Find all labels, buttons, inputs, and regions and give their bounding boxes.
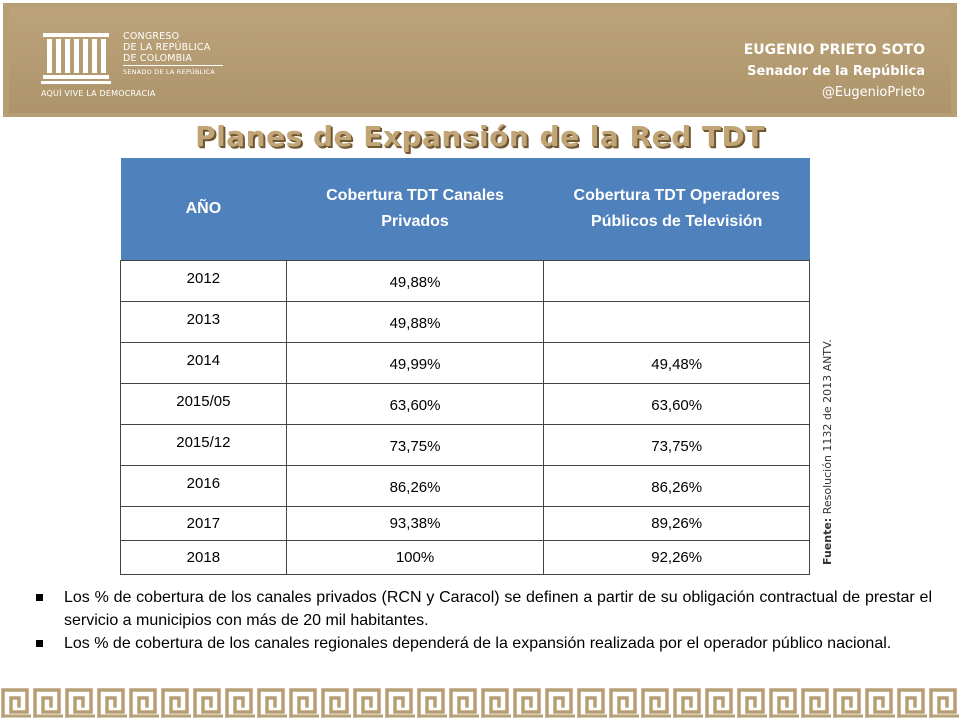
logo-line-2: DE LA REPÚBLICA: [123, 42, 211, 53]
cell-private: 100%: [285, 539, 545, 575]
page-title: Planes de Expansión de la Red TDT: [195, 120, 765, 153]
cell-private: 49,88%: [285, 259, 545, 302]
list-item: Los % de cobertura de los canales privad…: [36, 586, 932, 632]
table-row: 2012 49,88%: [120, 259, 810, 302]
cell-year: 2014: [120, 341, 287, 384]
square-bullet-icon: [36, 640, 43, 647]
header-banner: CONGRESO DE LA REPÚBLICA DE COLOMBIA SEN…: [0, 0, 960, 120]
cell-public: 89,26%: [543, 505, 810, 541]
cell-private: 63,60%: [285, 382, 545, 425]
cell-year: 2015/12: [120, 423, 287, 466]
notes-list: Los % de cobertura de los canales privad…: [36, 586, 932, 655]
cell-year: 2012: [120, 259, 287, 302]
cell-year: 2016: [120, 464, 287, 507]
source-text: Resolución 1132 de 2013 ANTV.: [821, 339, 834, 518]
list-item: Los % de cobertura de los canales region…: [36, 632, 932, 655]
cell-year: 2013: [120, 300, 287, 343]
senator-handle: @EugenioPrieto: [821, 85, 925, 100]
table-row: 2018 100% 92,26%: [120, 539, 810, 575]
senator-name: EUGENIO PRIETO SOTO: [743, 42, 925, 58]
logo-motto: AQUÍ VIVE LA DEMOCRACIA: [41, 89, 156, 98]
logo-divider: [123, 65, 223, 66]
header-public: Cobertura TDT Operadores Públicos de Tel…: [543, 158, 810, 260]
table-row: 2015/12 73,75% 73,75%: [120, 423, 810, 466]
source-label: Fuente:: [821, 517, 834, 565]
cell-private: 49,99%: [285, 341, 545, 384]
cell-private: 86,26%: [285, 464, 545, 507]
logo-line-3: DE COLOMBIA: [123, 53, 193, 64]
congress-logo: CONGRESO DE LA REPÚBLICA DE COLOMBIA SEN…: [41, 29, 231, 105]
cell-public: 49,48%: [543, 341, 810, 384]
greek-key-border-icon: [0, 686, 960, 720]
note-text: Los % de cobertura de los canales region…: [64, 635, 892, 652]
cell-year: 2017: [120, 505, 287, 541]
cell-private: 49,88%: [285, 300, 545, 343]
cell-public: 63,60%: [543, 382, 810, 425]
cell-public: [543, 259, 810, 302]
capitol-building-icon: [41, 33, 111, 84]
note-text: Los % de cobertura de los canales privad…: [64, 589, 932, 629]
table-header-row: AÑO Cobertura TDT Canales Privados Cober…: [120, 158, 810, 260]
cell-year: 2018: [120, 539, 287, 575]
cell-public: 73,75%: [543, 423, 810, 466]
table-row: 2013 49,88%: [120, 300, 810, 343]
table-row: 2014 49,99% 49,48%: [120, 341, 810, 384]
senator-block: EUGENIO PRIETO SOTO Senador de la Repúbl…: [744, 39, 925, 103]
square-bullet-icon: [36, 594, 43, 601]
header-private: Cobertura TDT Canales Privados: [286, 158, 544, 260]
header-panel: CONGRESO DE LA REPÚBLICA DE COLOMBIA SEN…: [9, 7, 951, 113]
table-row: 2016 86,26% 86,26%: [120, 464, 810, 507]
cell-public: [543, 300, 810, 343]
cell-public: 92,26%: [543, 539, 810, 575]
header-year: AÑO: [120, 158, 287, 260]
source-note: Fuente: Resolución 1132 de 2013 ANTV.: [821, 285, 837, 565]
coverage-table: AÑO Cobertura TDT Canales Privados Cober…: [120, 158, 810, 575]
cell-private: 93,38%: [285, 505, 545, 541]
logo-text: CONGRESO DE LA REPÚBLICA DE COLOMBIA SEN…: [123, 31, 227, 77]
logo-sub: SENADO DE LA REPÚBLICA: [123, 68, 215, 76]
cell-year: 2015/05: [120, 382, 287, 425]
table-row: 2015/05 63,60% 63,60%: [120, 382, 810, 425]
logo-line-1: CONGRESO: [123, 31, 180, 42]
table-row: 2017 93,38% 89,26%: [120, 505, 810, 541]
senator-role: Senador de la República: [747, 64, 925, 79]
cell-public: 86,26%: [543, 464, 810, 507]
cell-private: 73,75%: [285, 423, 545, 466]
